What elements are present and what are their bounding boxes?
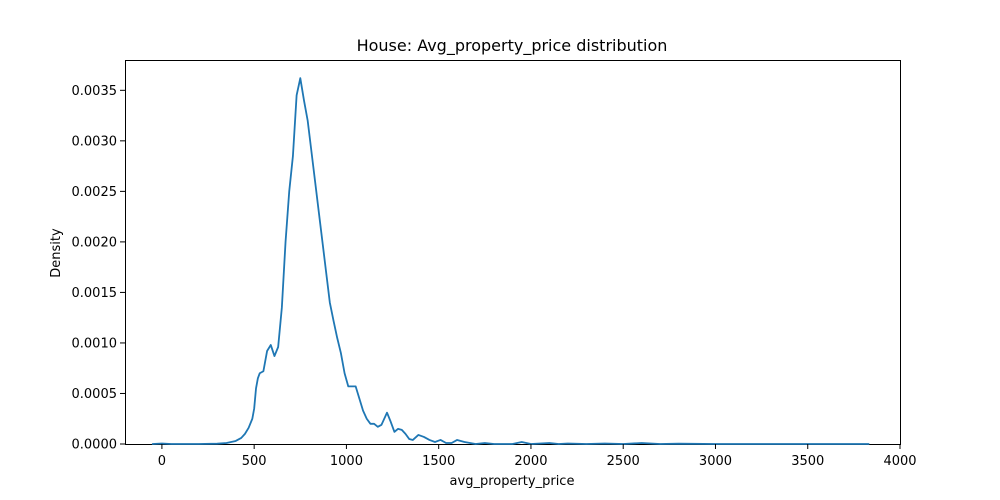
y-tick-label: 0.0025 xyxy=(72,185,118,200)
x-tick-label: 0 xyxy=(158,454,166,469)
y-axis-ticks: 0.0000 0.0005 0.0010 0.0015 0.0020 0.0025 0.00… xyxy=(72,84,125,453)
x-tick-label: 2000 xyxy=(514,454,547,469)
x-axis-label: avg_property_price xyxy=(450,474,575,489)
y-tick-label: 0.0020 xyxy=(72,235,118,250)
chart-title: House: Avg_property_price distribution xyxy=(357,36,668,56)
x-tick-label: 2500 xyxy=(607,454,640,469)
x-tick-label: 500 xyxy=(242,454,267,469)
density-curve xyxy=(151,77,870,445)
x-tick-label: 3500 xyxy=(791,454,824,469)
plot-area xyxy=(125,60,901,445)
x-tick-label: 3000 xyxy=(699,454,732,469)
x-tick-label: 1000 xyxy=(330,454,363,469)
y-tick-label: 0.0035 xyxy=(72,84,118,99)
y-axis-label: Density xyxy=(49,228,64,278)
y-tick-label: 0.0030 xyxy=(72,134,118,149)
x-tick-label: 1500 xyxy=(422,454,455,469)
y-tick-label: 0.0000 xyxy=(72,438,118,453)
x-axis-ticks: 0 500 1000 1500 2000 2500 3000 3500 4000 xyxy=(158,444,917,469)
y-tick-label: 0.0010 xyxy=(72,336,118,351)
y-tick-label: 0.0005 xyxy=(72,387,118,402)
x-tick-label: 4000 xyxy=(883,454,916,469)
y-tick-label: 0.0015 xyxy=(72,286,118,301)
